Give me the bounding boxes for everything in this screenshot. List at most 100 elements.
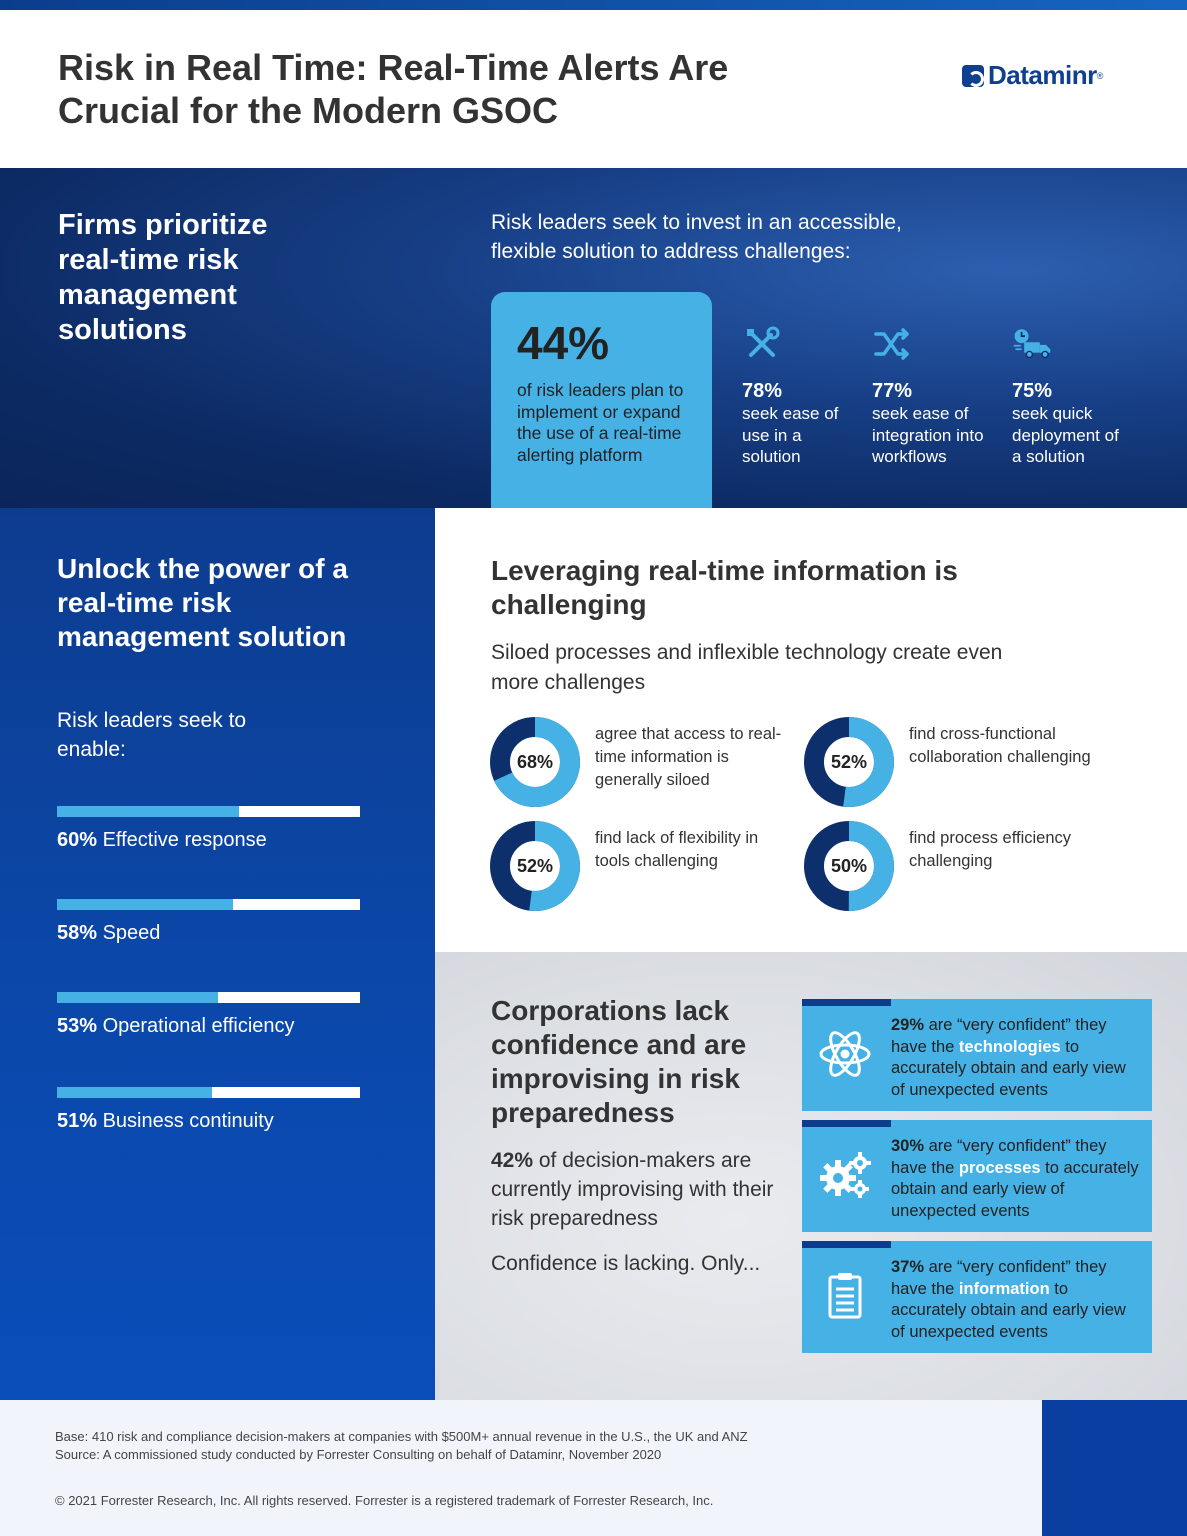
card-tab (802, 999, 891, 1006)
bar-track (57, 899, 360, 910)
confidence-card-information: 37% are “very confident” they have the i… (802, 1241, 1152, 1353)
improvising-text: of decision-makers are currently improvi… (491, 1149, 774, 1230)
delivery-truck-icon (1013, 329, 1051, 359)
priorities-section: Firms prioritize real-time risk manageme… (0, 168, 1187, 508)
card-post: to accurately obtain and early view of u… (891, 1158, 1139, 1220)
dataminr-logo: Dataminr ® (962, 60, 1103, 91)
bar-fill (57, 806, 239, 817)
donut-percent: 50% (830, 855, 868, 876)
donut-value-arc (490, 821, 580, 911)
bar-percent: 51% (57, 1110, 98, 1132)
card-tab (802, 1241, 891, 1248)
card-percent: 37% (891, 1258, 925, 1276)
bar-fill (57, 1087, 212, 1098)
bar-label: 58% Speed (57, 922, 360, 945)
donut-value-arc (490, 717, 580, 807)
card-pre: are “very confident” they have the (891, 1137, 1107, 1177)
priorities-title: Firms prioritize real-time risk manageme… (58, 209, 268, 346)
stat-ease-of-use: 78% seek ease of use in a solution (742, 324, 852, 468)
improvising-percent: 42% (491, 1149, 534, 1172)
donut-percent: 68% (516, 751, 554, 772)
top-accent-bar (0, 0, 1187, 10)
donut-stat: 52% find lack of flexibility in tools ch… (490, 821, 790, 913)
bar-track (57, 1087, 360, 1098)
challenges-section: Leveraging real-time information is chal… (435, 508, 1187, 952)
enable-subtitle: Risk leaders seek to enable: (57, 709, 247, 761)
bar-text: Effective response (102, 829, 267, 851)
gears-icon (820, 1152, 871, 1198)
bar-fill (57, 992, 218, 1003)
donut-text: find lack of flexibility in tools challe… (595, 829, 759, 870)
card-post: to accurately obtain and early view of u… (891, 1037, 1126, 1099)
logo-text: Dataminr (988, 60, 1097, 90)
donut-percent: 52% (830, 751, 868, 772)
donut-text: agree that access to real-time informati… (595, 725, 782, 789)
card-text: 37% are “very confident” they have the i… (891, 1257, 1141, 1343)
stat-percent: 78% (742, 380, 783, 402)
bar-track (57, 992, 360, 1003)
enable-section: Unlock the power of a real-time risk man… (0, 508, 435, 1400)
donut-text: find cross-functional collaboration chal… (909, 725, 1091, 766)
bar-percent: 53% (57, 1015, 98, 1037)
card-pre: are “very confident” they have the (891, 1258, 1107, 1298)
card-pre: are “very confident” they have the (891, 1016, 1107, 1056)
highlight-stat-card: 44% of risk leaders plan to implement or… (491, 292, 712, 508)
confidence-title: Corporations lack confidence and are imp… (491, 995, 747, 1128)
enable-bar-item: 53% Operational efficiency (57, 992, 360, 1038)
card-text: 30% are “very confident” they have the p… (891, 1136, 1141, 1222)
donut-stat: 68% agree that access to real-time infor… (490, 717, 790, 809)
atom-icon (819, 1031, 871, 1077)
donut-hole (825, 738, 873, 786)
enable-bar-item: 60% Effective response (57, 806, 360, 852)
stat-integration: 77% seek ease of integration into workfl… (872, 324, 992, 468)
highlight-percent: 44% (517, 317, 610, 369)
donut-hole (825, 842, 873, 890)
bar-label: 53% Operational efficiency (57, 1015, 360, 1038)
donut-chart (490, 821, 580, 911)
bar-fill (57, 899, 233, 910)
dataminr-logo-icon (962, 64, 984, 87)
card-percent: 30% (891, 1137, 925, 1155)
bar-label: 60% Effective response (57, 829, 360, 852)
stat-text: seek ease of use in a solution (742, 404, 839, 466)
donut-chart (804, 821, 894, 911)
bar-label: 51% Business continuity (57, 1110, 360, 1133)
card-tab (802, 1120, 891, 1127)
bar-text: Operational efficiency (102, 1015, 295, 1037)
enable-title: Unlock the power of a real-time risk man… (57, 553, 348, 652)
header: Risk in Real Time: Real-Time Alerts Are … (0, 10, 1187, 168)
footer-accent-block (1042, 1400, 1187, 1536)
confidence-card-processes: 30% are “very confident” they have the p… (802, 1120, 1152, 1232)
stat-percent: 75% (1012, 380, 1053, 402)
logo-registered-mark: ® (1096, 70, 1104, 81)
clipboard-icon (828, 1273, 862, 1319)
footer-copyright: © 2021 Forrester Research, Inc. All righ… (55, 1493, 714, 1508)
card-percent: 29% (891, 1016, 925, 1034)
challenges-subtitle: Siloed processes and inflexible technolo… (491, 641, 1003, 694)
shuffle-icon (874, 328, 909, 360)
stat-deployment: 75% seek quick deployment of a solution (1012, 324, 1132, 468)
donut-stat: 52% find cross-functional collaboration … (804, 717, 1104, 809)
priorities-subtitle: Risk leaders seek to invest in an access… (491, 211, 902, 263)
footer: Base: 410 risk and compliance decision-m… (0, 1400, 1187, 1536)
page-title: Risk in Real Time: Real-Time Alerts Are … (58, 47, 729, 131)
bar-text: Speed (102, 922, 161, 944)
donut-chart (490, 717, 580, 807)
confidence-line: Confidence is lacking. Only... (491, 1252, 761, 1275)
card-post: to accurately obtain and early view of u… (891, 1279, 1126, 1341)
donut-hole (511, 738, 559, 786)
highlight-text: of risk leaders plan to implement or exp… (517, 380, 684, 465)
card-highlight: technologies (958, 1037, 1061, 1056)
enable-bar-item: 51% Business continuity (57, 1087, 360, 1133)
bar-percent: 60% (57, 829, 98, 851)
challenges-title: Leveraging real-time information is chal… (491, 555, 958, 620)
card-highlight: processes (958, 1158, 1041, 1177)
stat-text: seek ease of integration into workflows (872, 404, 984, 466)
donut-text: find process efficiency challenging (909, 829, 1072, 870)
footer-base: Base: 410 risk and compliance decision-m… (55, 1429, 748, 1444)
donut-value-arc (804, 717, 894, 807)
donut-chart (804, 717, 894, 807)
tools-icon (747, 326, 780, 357)
footer-source: Source: A commissioned study conducted b… (55, 1447, 662, 1462)
donut-percent: 52% (516, 855, 554, 876)
